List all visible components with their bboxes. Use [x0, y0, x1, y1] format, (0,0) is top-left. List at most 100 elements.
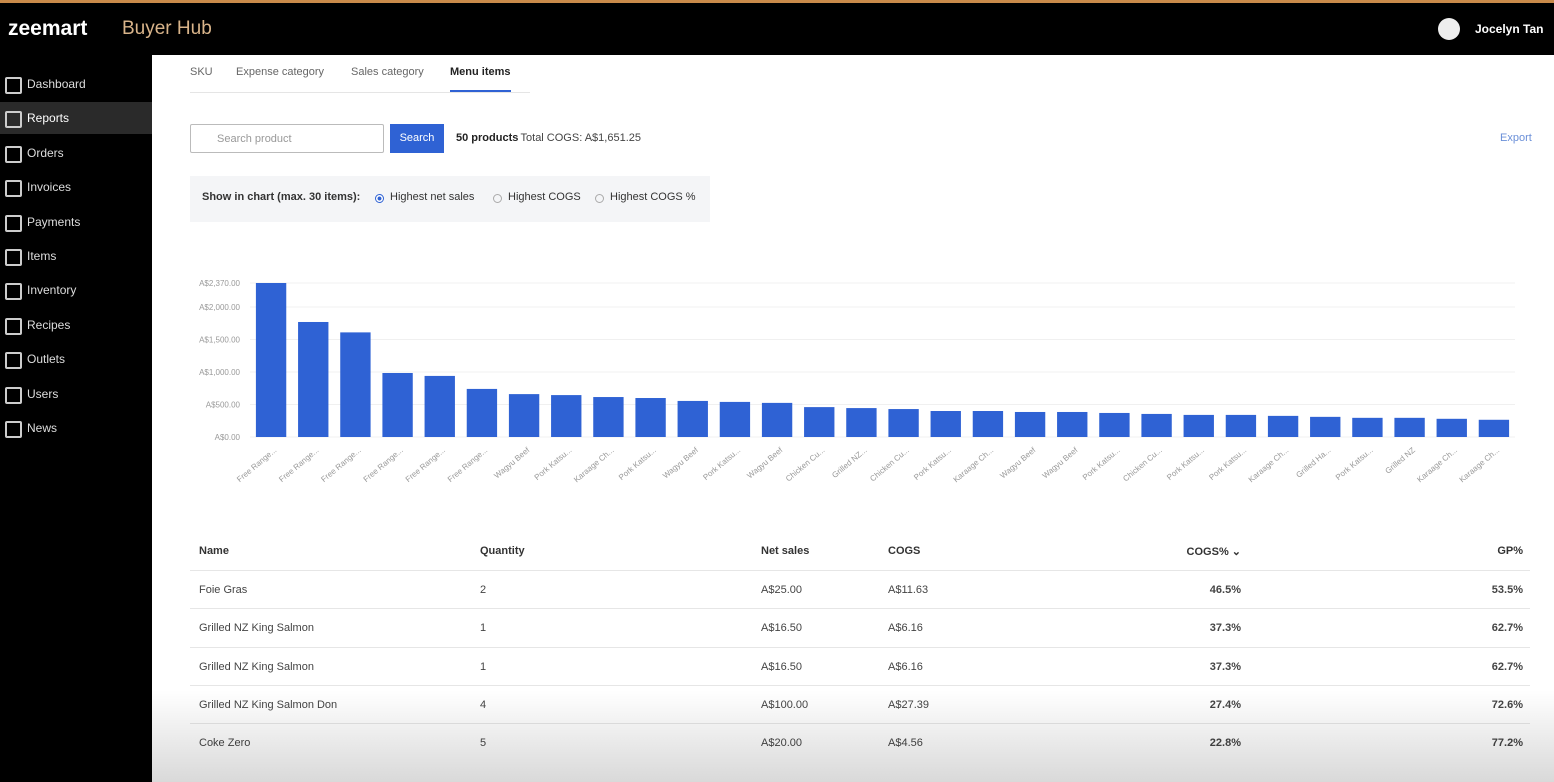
search-button[interactable]: Search — [390, 124, 444, 153]
x-tick-label: Wagyu Beef — [492, 445, 532, 480]
x-tick-label: Wagyu Beef — [745, 445, 785, 480]
radio[interactable] — [375, 194, 384, 203]
table-cell: A$16.50 — [761, 622, 802, 635]
x-tick-label: Karaage Ch... — [572, 446, 616, 485]
column-header: Net sales — [761, 545, 810, 557]
x-tick-label: Free Range... — [446, 446, 489, 484]
table-cell: 37.3% — [1209, 660, 1241, 673]
column-header: Quantity — [480, 545, 525, 557]
tab[interactable]: Menu items — [450, 66, 511, 92]
bar — [508, 394, 540, 437]
options-label: Show in chart (max. 30 items): — [202, 191, 361, 203]
radio-label[interactable]: Highest COGS % — [610, 191, 696, 203]
row-divider — [190, 570, 1530, 571]
x-tick-label: Karaage Ch... — [1415, 446, 1459, 485]
table-cell: 72.6% — [1492, 699, 1523, 711]
nav-item[interactable]: Outlets — [0, 343, 152, 375]
bar — [551, 395, 582, 437]
x-tick-label: Free Range... — [319, 446, 362, 484]
bar — [846, 408, 877, 437]
logo[interactable]: zeemart — [8, 17, 88, 40]
nav-item[interactable]: Users — [0, 378, 152, 410]
row-divider — [190, 608, 1530, 610]
nav-item[interactable]: News — [0, 412, 152, 444]
column-header: COGS — [888, 545, 921, 557]
row-divider — [190, 723, 1530, 725]
tab[interactable]: Sales category — [351, 66, 424, 78]
export-button[interactable]: Export — [1500, 132, 1532, 144]
x-tick-label: Wagyu Beef — [661, 445, 701, 480]
user-name[interactable]: Jocelyn Tan — [1475, 22, 1544, 36]
x-tick-label: Grilled Ha... — [1294, 446, 1332, 480]
bar — [1057, 411, 1088, 437]
tab[interactable]: SKU — [190, 66, 213, 78]
table-cell: 4 — [480, 699, 486, 711]
bar — [972, 411, 1004, 437]
bar — [1352, 417, 1383, 437]
bar — [382, 372, 413, 437]
bar — [1099, 412, 1130, 437]
bar — [1310, 416, 1341, 437]
bar — [298, 321, 329, 437]
table-cell: A$25.00 — [761, 584, 802, 596]
bar — [340, 332, 371, 437]
search-input[interactable]: Search product — [190, 124, 384, 153]
bar — [1478, 419, 1510, 437]
bar — [593, 397, 624, 437]
bar — [635, 398, 666, 437]
x-tick-label: Pork Katsu... — [701, 446, 742, 482]
table-cell: Grilled NZ King Salmon — [199, 660, 314, 673]
y-tick-label: A$1,000.00 — [199, 368, 240, 377]
bar — [1183, 414, 1214, 437]
nav-item[interactable]: Orders — [0, 137, 152, 169]
radio-label[interactable]: Highest net sales — [390, 191, 475, 203]
tab-divider — [190, 92, 530, 93]
nav-item[interactable]: Reports — [0, 102, 152, 135]
bar — [1436, 418, 1467, 437]
bar — [1141, 413, 1172, 437]
avatar[interactable] — [1438, 18, 1460, 40]
y-tick-label: A$0.00 — [215, 433, 241, 442]
bar — [255, 283, 287, 437]
bar — [1014, 411, 1046, 437]
table-cell: 62.7% — [1491, 622, 1523, 635]
x-tick-label: Chicken Cu... — [1121, 446, 1164, 484]
nav-item[interactable]: Dashboard — [0, 68, 152, 100]
table-cell: A$16.50 — [761, 660, 802, 673]
nav-item[interactable]: Payments — [0, 206, 152, 238]
table-cell: A$6.16 — [888, 622, 923, 635]
bar — [761, 402, 793, 437]
row-divider — [190, 646, 1530, 648]
x-tick-label: Grilled NZ — [1383, 446, 1416, 476]
app-name: Buyer Hub — [122, 18, 212, 39]
radio-label[interactable]: Highest COGS — [508, 191, 581, 203]
column-header[interactable]: COGS% ⌄ — [1186, 546, 1241, 558]
x-tick-label: Pork Katsu... — [1334, 446, 1375, 482]
x-tick-label: Pork Katsu... — [1207, 446, 1248, 482]
radio[interactable] — [493, 194, 502, 203]
nav-item[interactable]: Recipes — [0, 309, 152, 341]
bar — [804, 407, 835, 437]
bar — [1225, 414, 1257, 437]
table-cell: A$4.56 — [888, 737, 923, 749]
x-tick-label: Free Range... — [235, 446, 278, 484]
tab[interactable]: Expense category — [236, 66, 325, 78]
table-cell: 5 — [480, 737, 486, 749]
nav-item[interactable]: Inventory — [0, 274, 152, 306]
x-tick-label: Pork Katsu... — [1081, 446, 1122, 482]
table-cell: A$27.39 — [888, 699, 929, 711]
bar — [466, 388, 498, 437]
nav-item[interactable]: Invoices — [0, 171, 152, 203]
nav-item[interactable]: Items — [0, 240, 152, 272]
x-tick-label: Chicken Cu... — [784, 446, 827, 484]
table-cell: 46.5% — [1209, 584, 1241, 596]
x-tick-label: Karaage Ch... — [1458, 446, 1502, 485]
radio[interactable] — [595, 194, 604, 203]
table-cell: 62.7% — [1491, 660, 1523, 673]
table-cell: 27.4% — [1210, 699, 1241, 711]
y-tick-label: A$2,000.00 — [199, 303, 240, 312]
bar — [930, 411, 961, 437]
bar — [719, 401, 751, 437]
table-cell: Grilled NZ King Salmon Don — [199, 699, 337, 711]
